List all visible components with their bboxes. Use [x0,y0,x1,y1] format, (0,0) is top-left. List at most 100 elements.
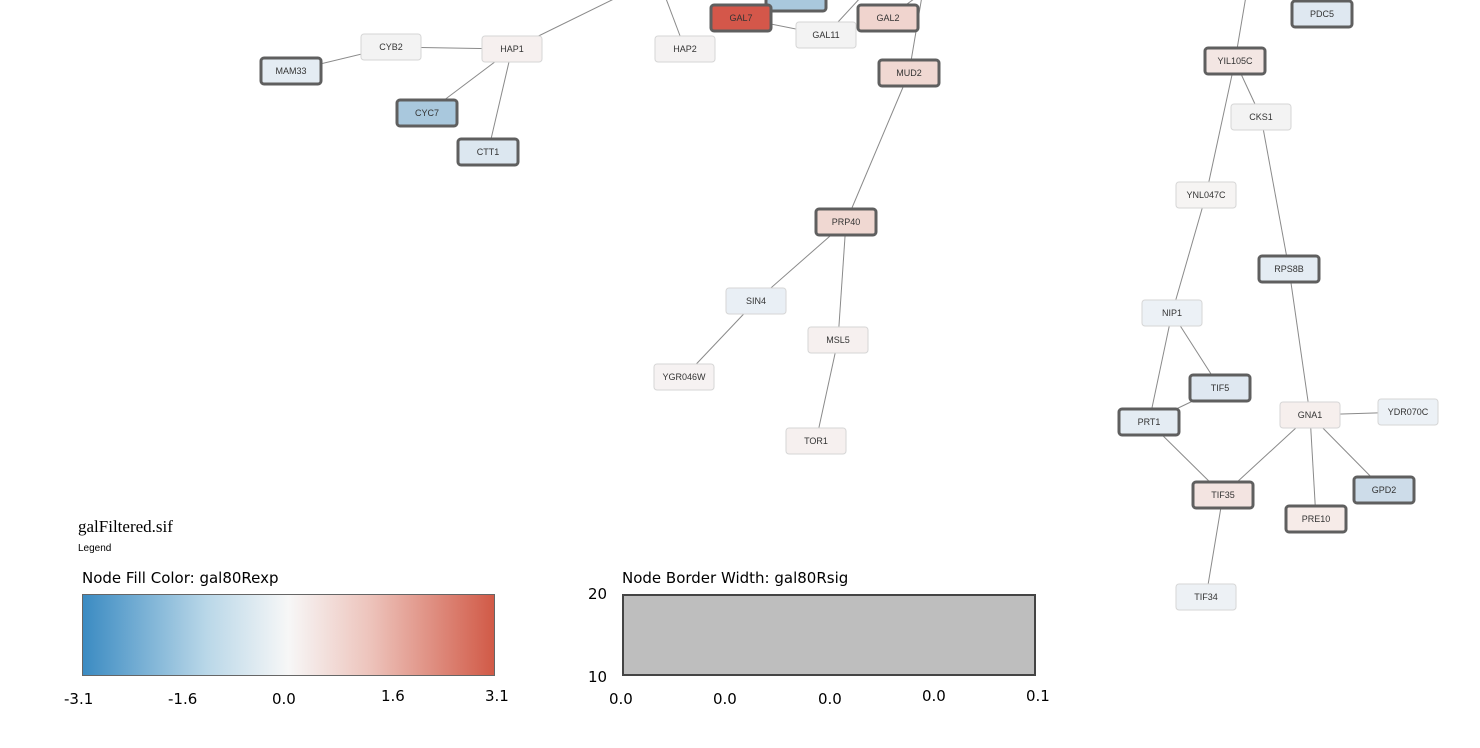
edge-msl5-tor1[interactable] [815,339,839,442]
border-x-tick-2: 0.0 [713,690,737,708]
edge-yil105c-ynl047c[interactable] [1205,60,1236,196]
edge-ynl047c-nip1[interactable] [1171,194,1207,314]
node-shape [653,363,715,391]
node-shape [481,35,543,63]
border-y-tick-top: 20 [588,585,608,603]
node-shape [764,0,828,13]
node-gpd2[interactable]: GPD2 [1352,475,1416,505]
node-label: TOR1 [804,436,828,446]
edge-tif35-tif34[interactable] [1205,494,1224,598]
node-label: GAL7 [729,13,752,23]
node-ctt1[interactable]: CTT1 [456,137,520,167]
border-x-tick-3: 0.0 [818,690,842,708]
node-sin4[interactable]: SIN4 [725,287,787,315]
node-tor1[interactable]: TOR1 [785,427,847,455]
node-layer: MAM33 CYB2 HAP1 CYC7 CTT1 HAP2 GAL7 GAL11 GAL2 MU… [259,0,1439,611]
node-rps8b[interactable]: RPS8B [1257,254,1321,284]
node-top-cut-node[interactable] [764,0,828,13]
node-shape [1203,46,1267,76]
node-msl5[interactable]: MSL5 [807,326,869,354]
node-label: TIF34 [1194,592,1218,602]
node-shape [1352,475,1416,505]
node-hap2[interactable]: HAP2 [654,35,716,63]
edge-rps8b-gna1[interactable] [1288,268,1311,416]
node-label: CYB2 [379,42,403,52]
node-label: HAP2 [673,44,697,54]
border-x-tick-4: 0.0 [922,687,946,705]
node-shape [1175,181,1237,209]
node-shape [360,33,422,61]
border-x-tick-1: 0.0 [609,690,633,708]
node-label: YGR046W [662,372,706,382]
node-gna1[interactable]: GNA1 [1279,401,1341,429]
node-label: CKS1 [1249,112,1273,122]
node-label: CYC7 [415,108,439,118]
node-shape [1141,299,1203,327]
node-shape [1290,0,1354,29]
node-tif5[interactable]: TIF5 [1188,373,1252,403]
node-label: PRT1 [1138,417,1161,427]
fill-tick-3: 0.0 [272,690,296,708]
node-ydr070c[interactable]: YDR070C [1377,398,1439,426]
fill-tick-5: 3.1 [485,687,509,705]
node-label: TIF5 [1211,383,1230,393]
node-cyb2[interactable]: CYB2 [360,33,422,61]
node-label: YDR070C [1388,407,1429,417]
node-shape [1188,373,1252,403]
node-yil105c[interactable]: YIL105C [1203,46,1267,76]
edge-cks1-rps8b[interactable] [1260,116,1290,270]
node-nip1[interactable]: NIP1 [1141,299,1203,327]
edge-hap1-ctt1[interactable] [487,48,513,153]
node-mud2[interactable]: MUD2 [877,58,941,88]
node-shape [1230,103,1292,131]
border-width-legend-box [622,594,1036,676]
node-gal2[interactable]: GAL2 [856,3,920,33]
node-label: PDC5 [1310,9,1334,19]
legend-title: galFiltered.sif [78,517,173,536]
node-label: PRE10 [1302,514,1331,524]
node-shape [1175,583,1237,611]
edge-nip1-prt1[interactable] [1148,312,1173,423]
node-hap1[interactable]: HAP1 [481,35,543,63]
edge-gna1-pre10[interactable] [1309,414,1317,520]
node-tif34[interactable]: TIF34 [1175,583,1237,611]
node-prt1[interactable]: PRT1 [1117,407,1181,437]
node-label: HAP1 [500,44,524,54]
node-ynl047c[interactable]: YNL047C [1175,181,1237,209]
node-cyc7[interactable]: CYC7 [395,98,459,128]
node-mam33[interactable]: MAM33 [259,56,323,86]
node-gal7[interactable]: GAL7 [709,3,773,33]
node-label: MAM33 [275,66,306,76]
node-tif35[interactable]: TIF35 [1191,480,1255,510]
node-shape [1279,401,1341,429]
node-shape [259,56,323,86]
node-label: RPS8B [1274,264,1304,274]
node-label: MUD2 [896,68,922,78]
border-width-legend-label: Node Border Width: gal80Rsig [622,569,849,587]
border-x-tick-5: 0.1 [1026,687,1050,705]
node-shape [1191,480,1255,510]
node-shape [856,3,920,33]
node-label: PRP40 [832,217,861,227]
node-label: MSL5 [826,335,850,345]
node-label: YIL105C [1217,56,1253,66]
legend-subtitle: Legend [78,543,112,554]
node-shape [877,58,941,88]
node-shape [1257,254,1321,284]
node-prp40[interactable]: PRP40 [814,207,878,237]
border-y-tick-bottom: 10 [588,668,608,686]
edge-mud2-prp40[interactable] [845,72,910,223]
node-cks1[interactable]: CKS1 [1230,103,1292,131]
node-label: GAL11 [812,30,839,40]
node-pre10[interactable]: PRE10 [1284,504,1348,534]
node-gal11[interactable]: GAL11 [795,21,857,49]
node-pdc5[interactable]: PDC5 [1290,0,1354,29]
node-shape [395,98,459,128]
node-ygr046w[interactable]: YGR046W [653,363,715,391]
edge-prp40-msl5[interactable] [837,221,847,341]
node-shape [785,427,847,455]
node-label: NIP1 [1162,308,1182,318]
node-shape [654,35,716,63]
node-shape [1117,407,1181,437]
